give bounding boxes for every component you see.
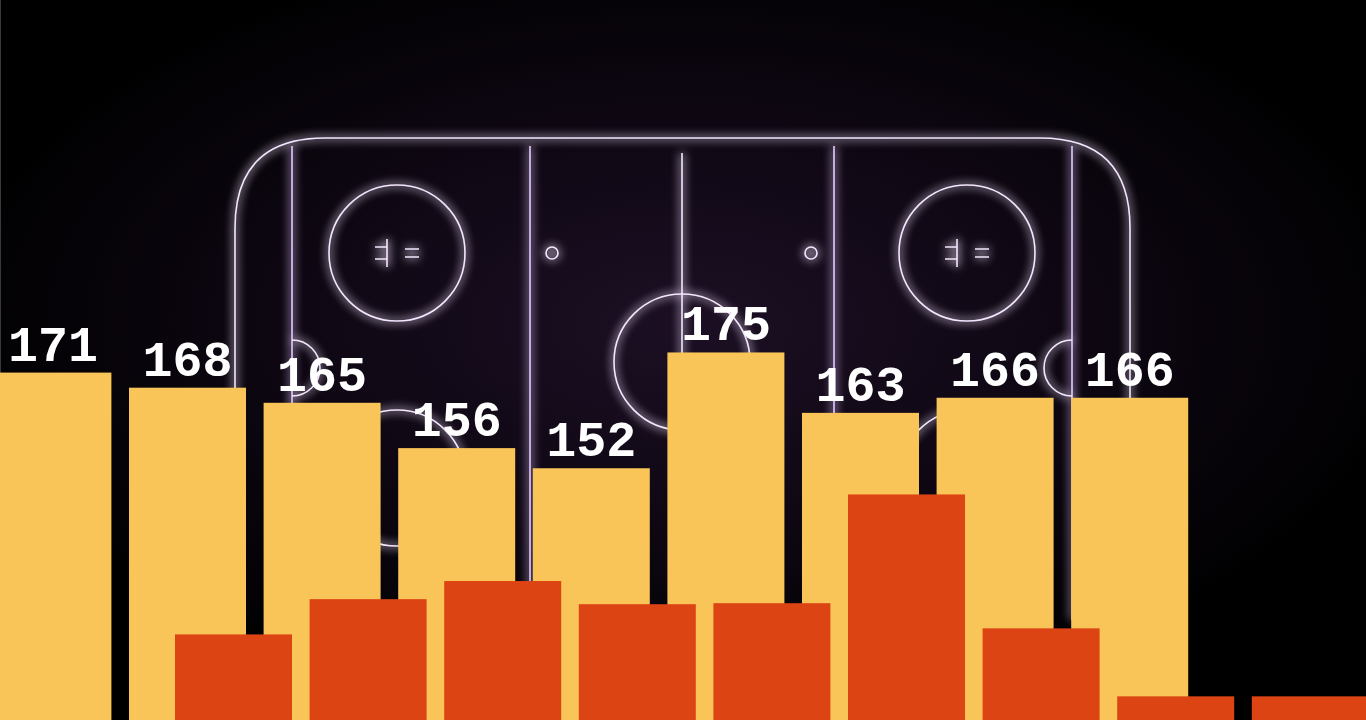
data-label: 163	[815, 359, 905, 416]
data-label: 152	[546, 414, 636, 471]
goal-crease	[1044, 340, 1072, 396]
rink-line	[529, 146, 531, 620]
data-label: 166	[950, 344, 1040, 401]
bars	[0, 352, 1366, 720]
hash-marks	[375, 239, 419, 267]
chart: 171 168 165 156 152 175 163 166 166	[0, 0, 1366, 720]
bar	[713, 603, 830, 720]
data-label: 168	[142, 334, 232, 391]
data-label: 156	[412, 394, 502, 451]
bar	[0, 373, 111, 720]
hash-marks	[945, 239, 989, 267]
bar	[1117, 696, 1234, 720]
bar	[444, 581, 561, 720]
bar	[175, 634, 292, 720]
data-label: 166	[1085, 344, 1175, 401]
faceoff-circle	[899, 185, 1035, 321]
faceoff-circle	[329, 185, 465, 321]
bar	[848, 494, 965, 720]
data-label: 165	[277, 349, 367, 406]
data-label: 175	[681, 298, 771, 355]
bar	[579, 604, 696, 720]
bar	[1252, 696, 1366, 720]
data-label: 171	[8, 319, 98, 376]
data-labels: 171 168 165 156 152 175 163 166 166	[8, 298, 1175, 471]
bar	[983, 628, 1100, 720]
bar	[310, 599, 427, 720]
faceoff-dot	[805, 247, 817, 259]
faceoff-dot	[546, 247, 558, 259]
